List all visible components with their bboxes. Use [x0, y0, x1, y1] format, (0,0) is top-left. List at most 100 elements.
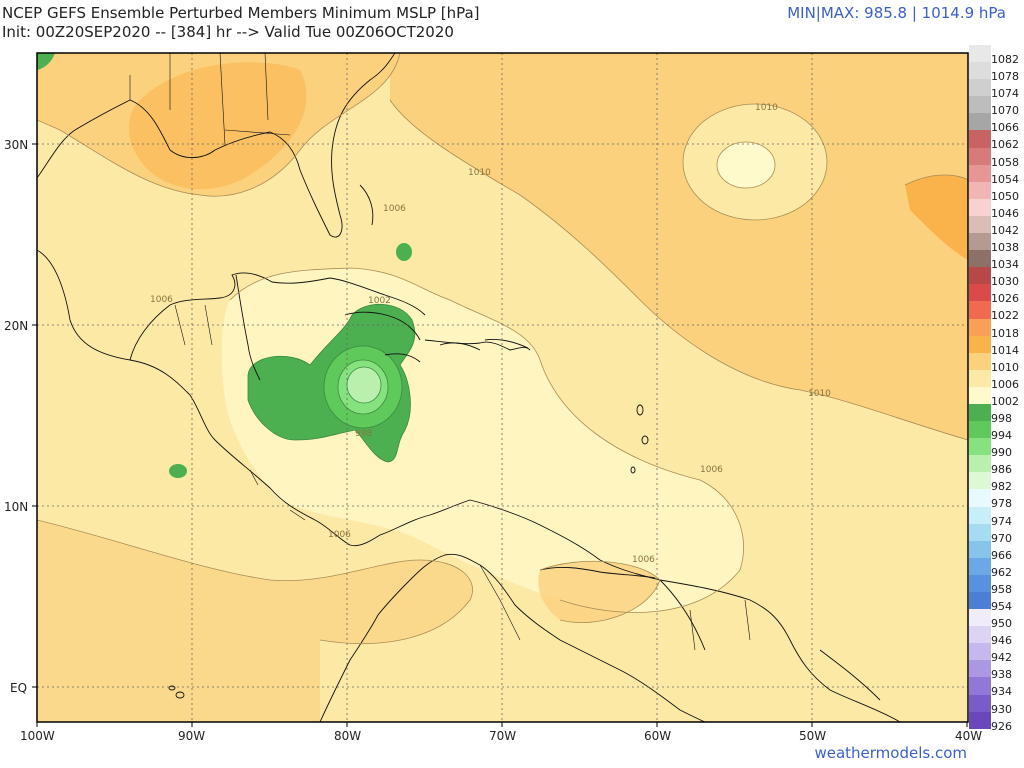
legend-label: 934	[991, 685, 1012, 699]
site-credit[interactable]: weathermodels.com	[814, 744, 967, 762]
legend-label: 1070	[991, 104, 1019, 118]
legend-label: 1082	[991, 53, 1019, 66]
legend-label: 986	[991, 463, 1012, 477]
lon-label: 60W	[644, 729, 671, 743]
lat-label: 10N	[4, 500, 28, 514]
legend-label: 1050	[991, 189, 1019, 203]
legend-swatch: 1042	[969, 215, 1019, 236]
legend-swatch: 1014	[969, 335, 1019, 356]
contour-label: 1002	[368, 296, 391, 306]
legend-label: 990	[991, 446, 1012, 460]
legend-label: 1026	[991, 292, 1019, 306]
borders	[129, 53, 751, 651]
legend-swatch: 966	[969, 540, 1012, 561]
legend-swatch: 962	[969, 557, 1012, 578]
legend-label: 954	[991, 600, 1012, 613]
legend-swatch: 1038	[969, 233, 1019, 253]
field-1006-pacific	[37, 520, 473, 722]
legend-swatch: 1058	[969, 147, 1019, 168]
legend-swatch: 942	[969, 643, 1012, 663]
legend-swatch: 954	[969, 592, 1012, 612]
legend-label: 962	[991, 565, 1012, 579]
legend-swatch: 1022	[969, 301, 1019, 321]
contour-label: 998	[355, 429, 372, 439]
legend-swatch: 986	[969, 455, 1012, 475]
legend-label: 1054	[991, 172, 1019, 186]
minmax-readout: MIN|MAX: 985.8 | 1014.9 hPa	[787, 4, 1006, 22]
legend-label: 1066	[991, 121, 1019, 135]
legend-swatch: 926	[969, 711, 1012, 732]
contour-label: 1006	[328, 530, 351, 540]
legend-label: 998	[991, 411, 1012, 425]
field-1006-core	[716, 141, 776, 189]
map-subtitle: Init: 00Z20SEP2020 -- [384] hr --> Valid…	[2, 23, 454, 41]
contour-label: 1006	[150, 295, 173, 305]
contour-label: 1010	[468, 168, 491, 178]
contour-label: 1010	[808, 389, 831, 399]
legend-swatch: 1062	[969, 130, 1019, 150]
color-legend: 1082 1078 1074 1070 1066 1062 1058 1054 1050 1046…	[969, 45, 1019, 732]
lat-label: EQ	[10, 681, 27, 695]
legend-label: 946	[991, 634, 1012, 648]
legend-label: 982	[991, 480, 1012, 494]
legend-label: 938	[991, 668, 1012, 682]
legend-label: 926	[991, 719, 1012, 733]
legend-swatch: 938	[969, 660, 1012, 680]
legend-label: 978	[991, 497, 1012, 511]
legend-swatch: 958	[969, 574, 1012, 595]
legend-label: 1058	[991, 155, 1019, 169]
legend-label: 1046	[991, 206, 1019, 220]
coastlines	[37, 53, 901, 722]
lon-label: 70W	[489, 729, 516, 743]
legend-swatch: 1050	[969, 181, 1019, 202]
legend-label: 958	[991, 582, 1012, 596]
contour-label: 1006	[632, 555, 655, 565]
legend-label: 974	[991, 514, 1012, 528]
legend-label: 1006	[991, 377, 1019, 391]
contour-label: 1006	[383, 204, 406, 214]
legend-swatch: 1046	[969, 198, 1019, 219]
field-1006-south	[538, 561, 660, 623]
legend-swatch: 974	[969, 506, 1012, 527]
isobars	[37, 53, 968, 644]
legend-label: 1078	[991, 70, 1019, 84]
lat-label: 20N	[4, 319, 28, 333]
legend-swatch: 946	[969, 626, 1012, 646]
legend-label: 1034	[991, 258, 1019, 272]
contour-label: 1006	[700, 465, 723, 475]
low-998-nw-corner	[37, 53, 55, 70]
legend-swatch: 978	[969, 489, 1012, 509]
legend-swatch: 1002	[969, 386, 1019, 407]
lat-label: 30N	[4, 138, 28, 152]
low-998-pacific	[169, 464, 187, 478]
lon-label: 90W	[178, 729, 205, 743]
map-title: NCEP GEFS Ensemble Perturbed Members Min…	[2, 4, 480, 22]
legend-swatch: 998	[969, 403, 1012, 424]
legend-swatch: 950	[969, 609, 1012, 629]
legend-swatch: 990	[969, 438, 1012, 458]
legend-swatch: 930	[969, 694, 1012, 715]
lon-label: 50W	[799, 729, 826, 743]
legend-label: 1002	[991, 394, 1019, 408]
legend-label: 1014	[991, 343, 1019, 357]
legend-swatch: 1034	[969, 250, 1019, 270]
legend-swatch: 982	[969, 472, 1012, 492]
legend-label: 1022	[991, 309, 1019, 323]
low-998-bahamas	[396, 243, 412, 261]
axis-ticks	[32, 143, 968, 727]
legend-swatch: 1078	[969, 62, 1019, 82]
field-1010-1014-gulfcoast	[128, 62, 307, 190]
legend-label: 942	[991, 651, 1012, 665]
legend-label: 1042	[991, 223, 1019, 237]
legend-label: 1074	[991, 87, 1019, 101]
lon-label: 40W	[955, 729, 982, 743]
legend-swatch: 934	[969, 677, 1012, 697]
low-986	[346, 366, 382, 404]
legend-label: 1038	[991, 241, 1019, 255]
legend-swatch: 1082	[969, 45, 1019, 65]
legend-label: 1018	[991, 326, 1019, 340]
legend-swatch: 1070	[969, 96, 1019, 116]
legend-swatch: 970	[969, 523, 1012, 544]
legend-label: 930	[991, 702, 1012, 716]
